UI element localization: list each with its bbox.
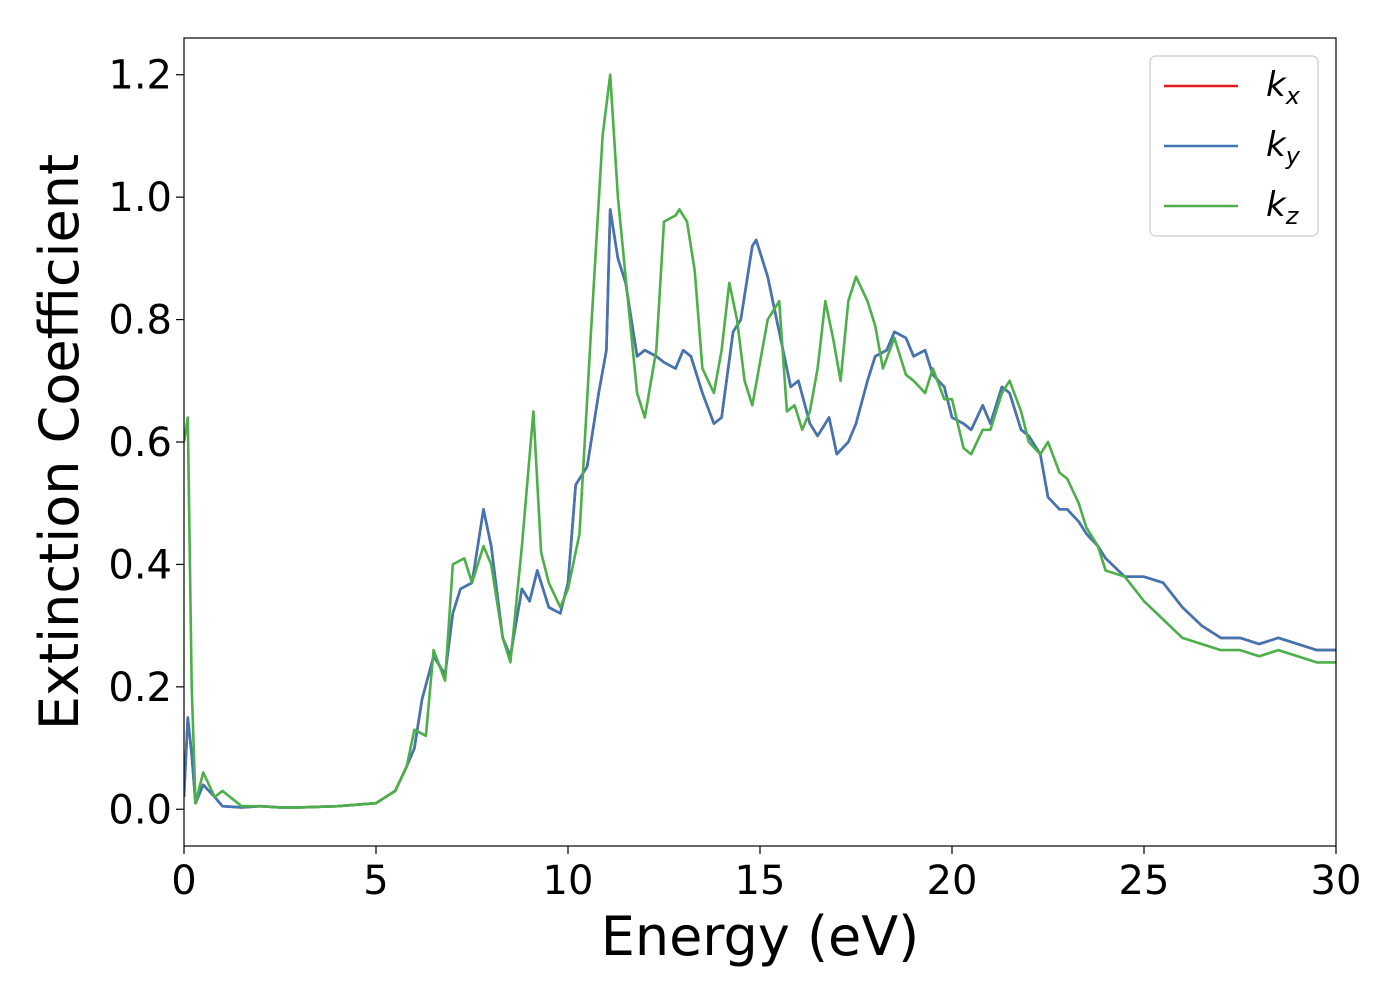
x-tick-label: 10 — [543, 858, 594, 904]
x-tick-label: 30 — [1311, 858, 1362, 904]
y-axis: 0.0 0.2 0.4 0.6 0.8 1.0 1.2 — [108, 53, 184, 833]
series-line-y — [184, 208, 1336, 809]
legend-label-z: kz — [1266, 185, 1300, 230]
legend-label-x: kx — [1266, 65, 1301, 110]
y-tick-label: 0.2 — [108, 665, 172, 711]
x-axis: 0 5 10 15 20 25 30 — [171, 846, 1361, 904]
series-line-z — [184, 73, 1336, 809]
y-tick-label: 0.4 — [108, 542, 172, 588]
x-tick-label: 5 — [363, 858, 388, 904]
legend: kx ky kz — [1149, 55, 1319, 237]
y-tick-label: 0.6 — [108, 420, 172, 466]
series-layer — [184, 73, 1336, 809]
x-tick-label: 0 — [171, 858, 196, 904]
y-tick-label: 1.0 — [108, 175, 172, 221]
y-tick-label: 0.0 — [108, 787, 172, 833]
y-tick-label: 0.8 — [108, 298, 172, 344]
x-tick-label: 25 — [1119, 858, 1170, 904]
legend-label-y: ky — [1266, 125, 1301, 170]
x-tick-label: 15 — [735, 858, 786, 904]
y-axis-title: Extinction Coefficient — [28, 154, 91, 730]
x-axis-title: Energy (eV) — [601, 905, 920, 968]
x-tick-label: 20 — [927, 858, 978, 904]
y-tick-label: 1.2 — [108, 53, 172, 99]
